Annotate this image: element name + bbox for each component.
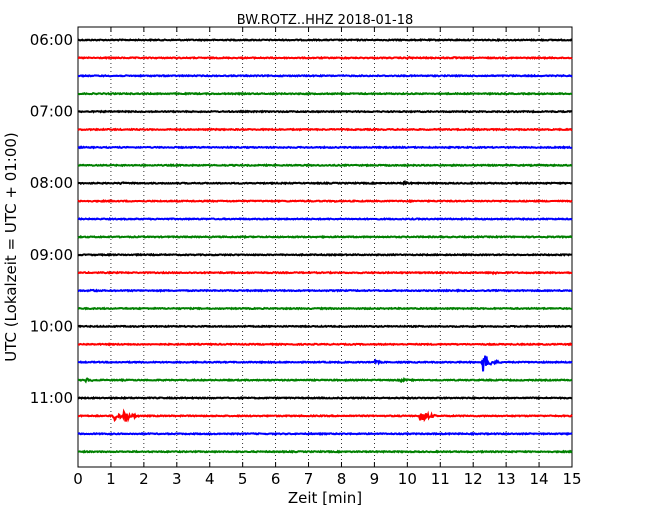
x-tick-label: 2 bbox=[139, 470, 149, 488]
chart-title: BW.ROTZ..HHZ 2018-01-18 bbox=[237, 13, 413, 28]
trace-1130 bbox=[77, 431, 573, 436]
trace-0730 bbox=[77, 145, 573, 150]
y-axis-label: UTC (Lokalzeit = UTC + 01:00) bbox=[2, 132, 20, 362]
x-tick-label: 15 bbox=[562, 470, 581, 488]
x-axis-label: Zeit [min] bbox=[288, 489, 362, 507]
trace-0815 bbox=[77, 198, 573, 204]
x-tick-label: 14 bbox=[530, 470, 549, 488]
x-tick-label: 9 bbox=[370, 470, 380, 488]
trace-0900 bbox=[77, 252, 573, 257]
x-tick-label: 7 bbox=[304, 470, 314, 488]
trace-0645 bbox=[77, 91, 573, 96]
trace-0845 bbox=[77, 234, 573, 240]
trace-0615 bbox=[77, 55, 573, 60]
trace-1145 bbox=[77, 449, 573, 454]
trace-0930 bbox=[77, 288, 573, 293]
trace-0600 bbox=[77, 37, 573, 43]
trace-0915 bbox=[77, 270, 573, 276]
x-tick-label: 6 bbox=[271, 470, 281, 488]
trace-1000 bbox=[77, 324, 573, 329]
y-tick-label: 10:00 bbox=[30, 317, 73, 335]
plot-frame bbox=[77, 26, 573, 468]
x-tick-label: 12 bbox=[464, 470, 483, 488]
trace-0945 bbox=[78, 306, 573, 311]
y-tick-label: 08:00 bbox=[30, 174, 73, 192]
trace-1115 bbox=[77, 408, 573, 423]
grid-lines bbox=[110, 27, 540, 467]
y-tick-label: 07:00 bbox=[30, 103, 73, 121]
y-tick-label: 09:00 bbox=[30, 246, 73, 264]
x-tick-label: 4 bbox=[205, 470, 215, 488]
trace-1100 bbox=[77, 395, 573, 401]
trace-0700 bbox=[77, 109, 573, 114]
x-tick-label: 5 bbox=[238, 470, 248, 488]
y-tick-label: 06:00 bbox=[30, 31, 73, 49]
trace-0800 bbox=[77, 180, 573, 186]
x-tick-label: 0 bbox=[73, 470, 83, 488]
trace-1030 bbox=[77, 355, 573, 372]
trace-0630 bbox=[77, 73, 573, 78]
trace-1045 bbox=[77, 376, 573, 384]
x-tick-label: 1 bbox=[106, 470, 116, 488]
trace-0715 bbox=[77, 127, 573, 132]
x-tick-label: 3 bbox=[172, 470, 182, 488]
x-tick-label: 11 bbox=[431, 470, 450, 488]
trace-1015 bbox=[77, 342, 573, 347]
y-tick-label: 11:00 bbox=[30, 389, 73, 407]
trace-group bbox=[77, 37, 573, 454]
x-tick-label: 13 bbox=[497, 470, 516, 488]
x-tick-label: 10 bbox=[398, 470, 417, 488]
trace-0830 bbox=[77, 216, 573, 222]
trace-0745 bbox=[77, 163, 573, 168]
x-tick-label: 8 bbox=[337, 470, 347, 488]
